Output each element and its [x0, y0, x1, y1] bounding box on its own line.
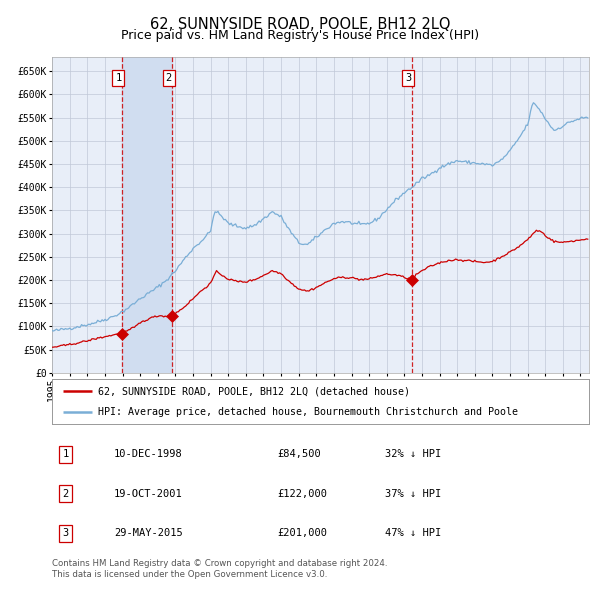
Text: 2: 2: [62, 489, 69, 499]
Text: 19-OCT-2001: 19-OCT-2001: [114, 489, 183, 499]
Text: 10-DEC-1998: 10-DEC-1998: [114, 449, 183, 459]
Text: Contains HM Land Registry data © Crown copyright and database right 2024.: Contains HM Land Registry data © Crown c…: [52, 559, 388, 568]
Text: Price paid vs. HM Land Registry's House Price Index (HPI): Price paid vs. HM Land Registry's House …: [121, 30, 479, 42]
Text: 3: 3: [405, 73, 412, 83]
Text: This data is licensed under the Open Government Licence v3.0.: This data is licensed under the Open Gov…: [52, 571, 328, 579]
Text: 32% ↓ HPI: 32% ↓ HPI: [385, 449, 442, 459]
Text: 29-MAY-2015: 29-MAY-2015: [114, 529, 183, 539]
Text: 3: 3: [62, 529, 69, 539]
Text: 1: 1: [115, 73, 122, 83]
Text: 47% ↓ HPI: 47% ↓ HPI: [385, 529, 442, 539]
Text: 62, SUNNYSIDE ROAD, POOLE, BH12 2LQ: 62, SUNNYSIDE ROAD, POOLE, BH12 2LQ: [150, 17, 450, 31]
Text: £84,500: £84,500: [278, 449, 322, 459]
Text: £201,000: £201,000: [278, 529, 328, 539]
Text: 2: 2: [166, 73, 172, 83]
Text: 62, SUNNYSIDE ROAD, POOLE, BH12 2LQ (detached house): 62, SUNNYSIDE ROAD, POOLE, BH12 2LQ (det…: [98, 386, 410, 396]
Bar: [122, 57, 172, 373]
Text: 37% ↓ HPI: 37% ↓ HPI: [385, 489, 442, 499]
Text: £122,000: £122,000: [278, 489, 328, 499]
Text: HPI: Average price, detached house, Bournemouth Christchurch and Poole: HPI: Average price, detached house, Bour…: [98, 407, 518, 417]
Text: 1: 1: [62, 449, 69, 459]
